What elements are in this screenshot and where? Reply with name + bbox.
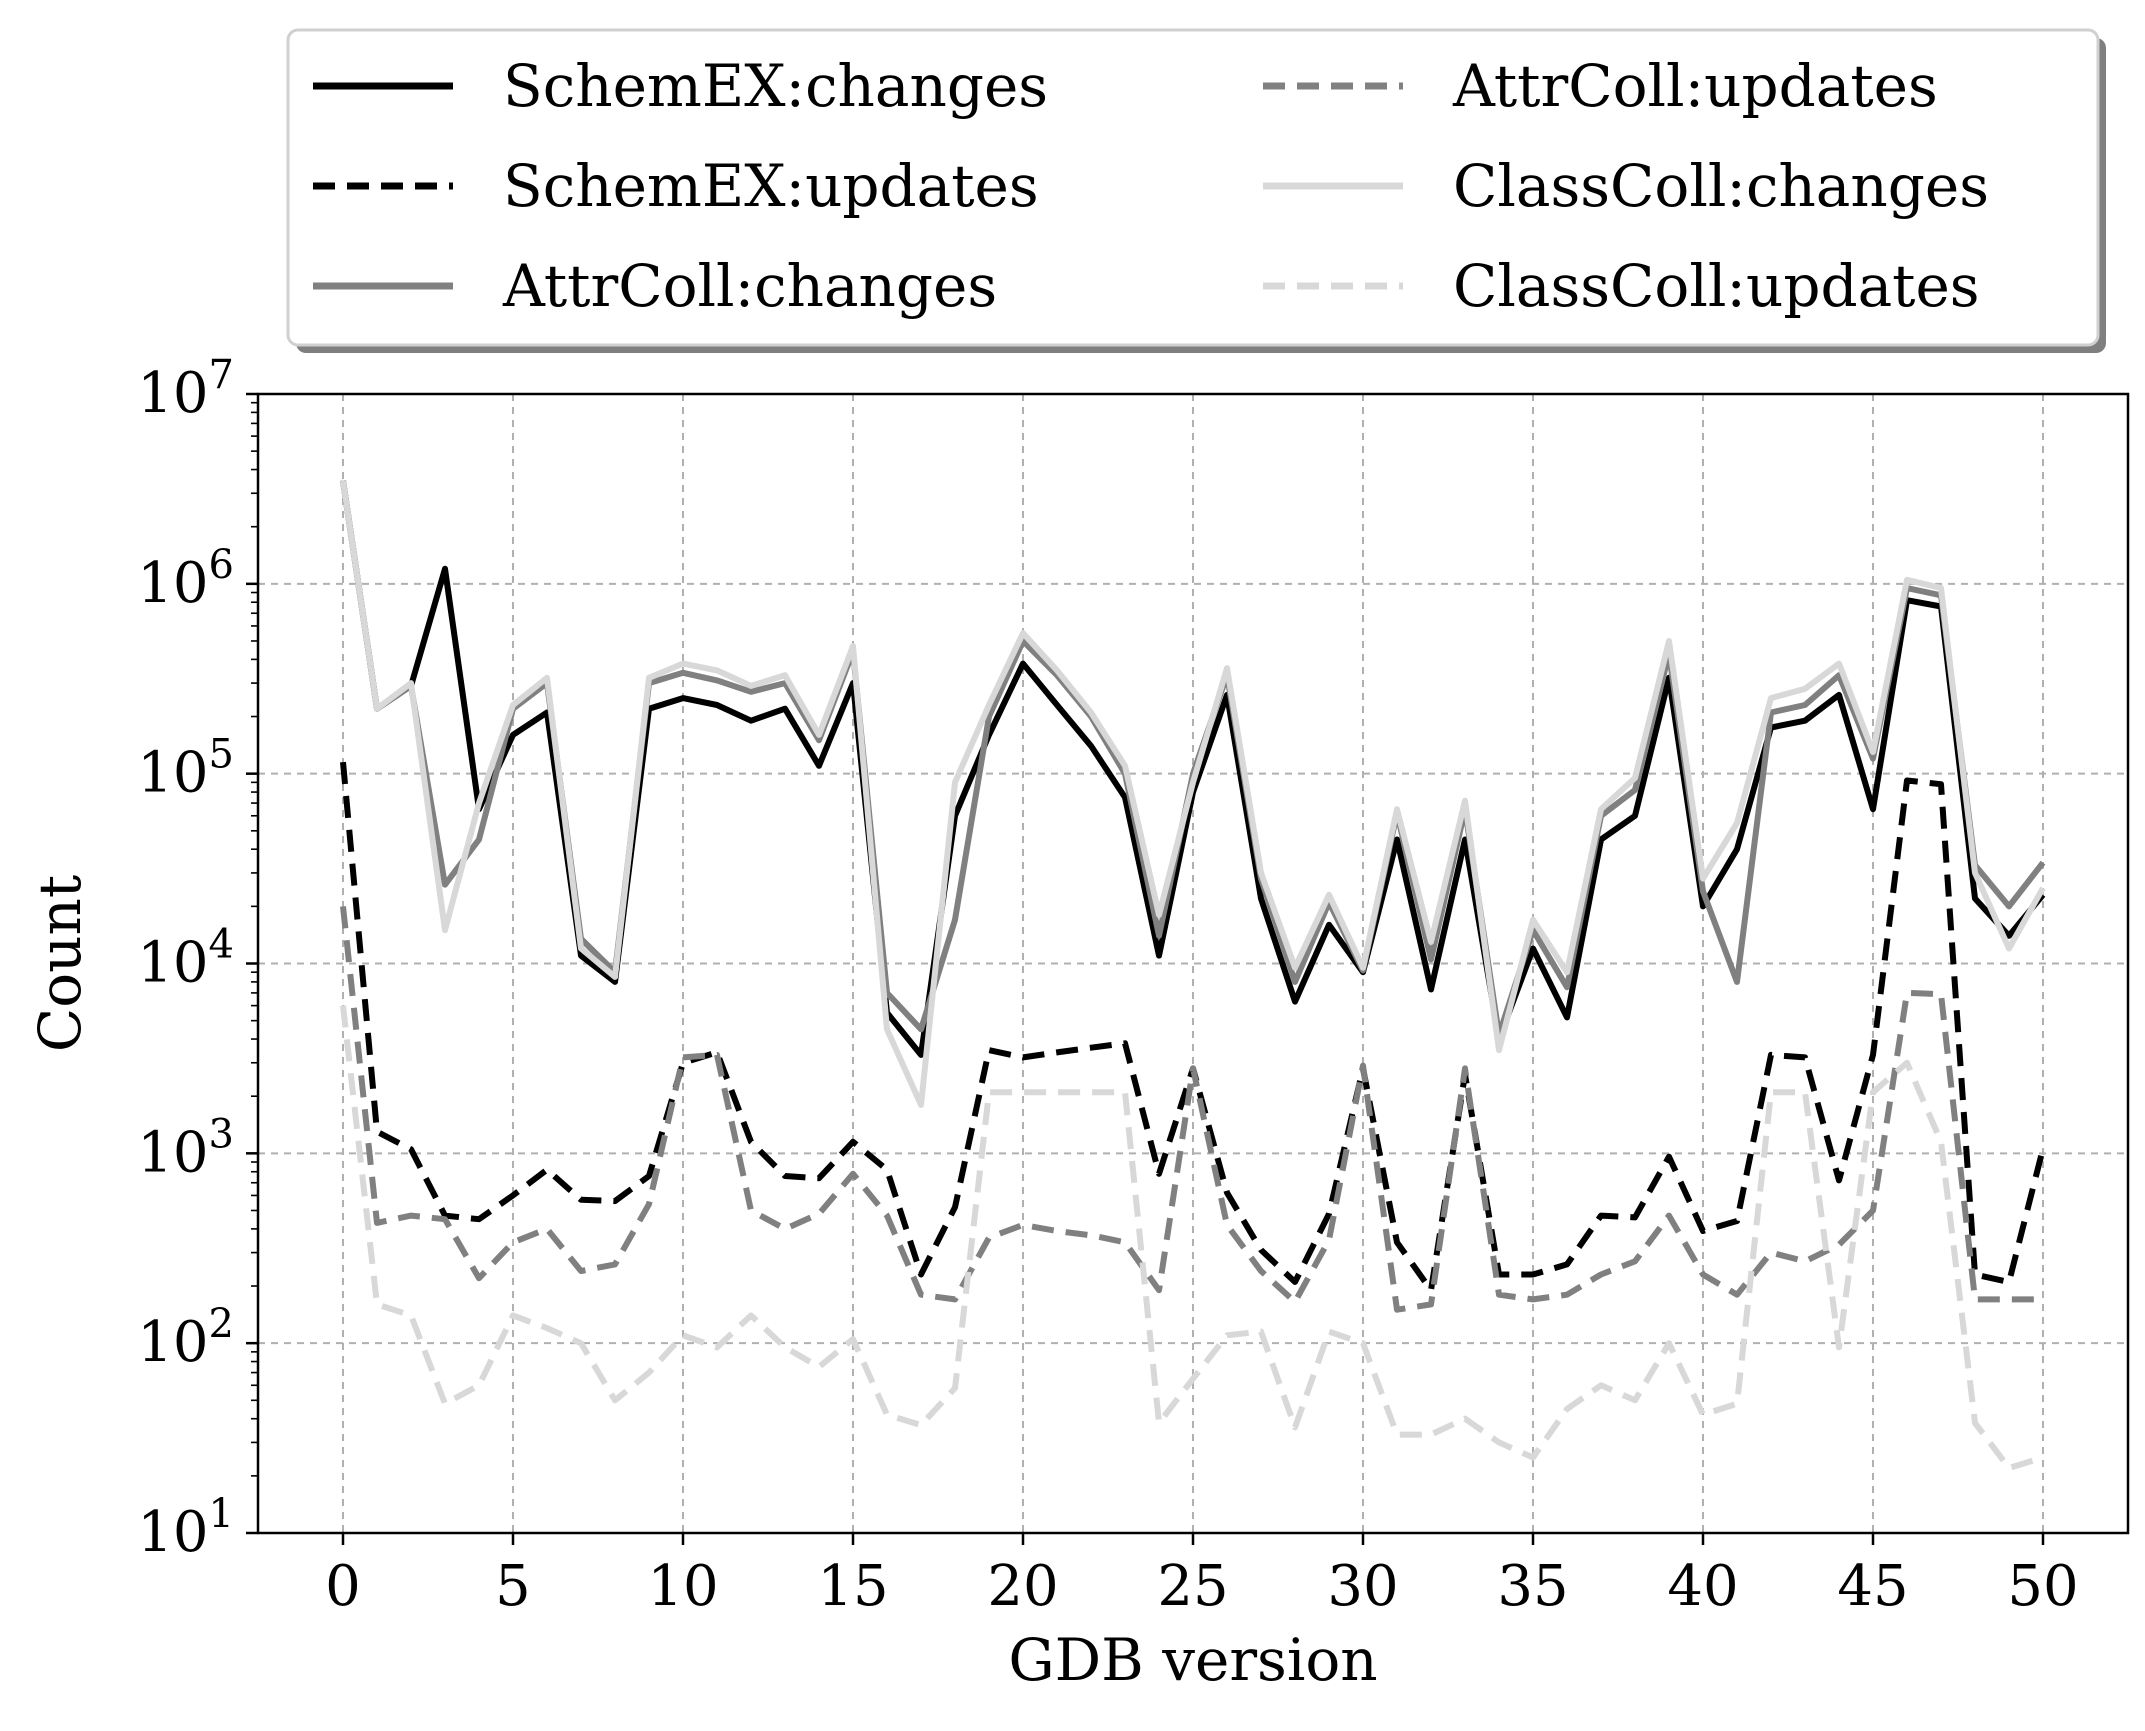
y-tick-label: 105 <box>137 732 234 806</box>
x-axis-title: GDB version <box>1008 1626 1377 1694</box>
legend-box <box>286 28 2100 347</box>
x-tick-label: 50 <box>2007 1554 2078 1619</box>
y-tick-label: 104 <box>137 922 234 996</box>
x-tick-label: 15 <box>817 1554 888 1619</box>
x-tick-label: 35 <box>1497 1554 1568 1619</box>
y-tick-label: 101 <box>137 1491 234 1565</box>
legend-label: SchemEX:updates <box>503 152 1039 220</box>
legend-label: AttrColl:changes <box>502 252 997 320</box>
x-tick-label: 20 <box>987 1554 1058 1619</box>
series-lines <box>340 480 2046 1471</box>
x-tick-label: 30 <box>1327 1554 1398 1619</box>
legend-label: AttrColl:updates <box>1452 52 1938 120</box>
x-axis: 0 5 10 15 20 25 30 35 40 45 50 <box>325 1533 2079 1619</box>
x-tick-label: 5 <box>495 1554 531 1619</box>
series-line-attrcoll-updates <box>340 906 2043 1313</box>
y-tick-label: 106 <box>137 542 234 616</box>
x-tick-label: 40 <box>1667 1554 1738 1619</box>
x-tick-label: 0 <box>325 1554 361 1619</box>
x-tick-label: 45 <box>1837 1554 1908 1619</box>
series-line-classcoll-updates <box>340 1005 2044 1471</box>
legend-label: SchemEX:changes <box>503 52 1048 120</box>
y-axis: 101 102 103 104 105 106 107 <box>137 352 258 1565</box>
legend-label: ClassColl:updates <box>1453 252 1980 320</box>
x-tick-label: 10 <box>647 1554 718 1619</box>
y-tick-label: 103 <box>137 1111 234 1185</box>
series-line-classcoll-changes <box>340 480 2046 1108</box>
legend-label: ClassColl:changes <box>1453 152 1989 220</box>
y-tick-label: 107 <box>137 352 234 426</box>
y-axis-title: Count <box>26 875 94 1052</box>
x-tick-label: 25 <box>1157 1554 1228 1619</box>
y-tick-label: 102 <box>137 1301 234 1375</box>
legend: SchemEX:changes SchemEX:updates AttrColl:c… <box>286 28 2106 353</box>
